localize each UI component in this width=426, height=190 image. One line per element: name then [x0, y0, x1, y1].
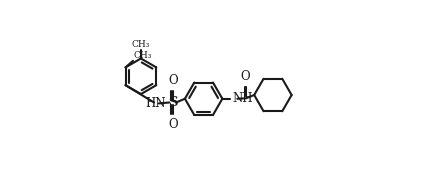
Text: O: O [240, 70, 250, 83]
Text: CH₃: CH₃ [132, 40, 150, 49]
Text: NH: NH [233, 92, 253, 105]
Text: S: S [168, 96, 178, 109]
Text: O: O [168, 118, 178, 131]
Text: O: O [168, 74, 178, 87]
Text: HN: HN [146, 97, 166, 110]
Text: CH₃: CH₃ [134, 51, 153, 60]
